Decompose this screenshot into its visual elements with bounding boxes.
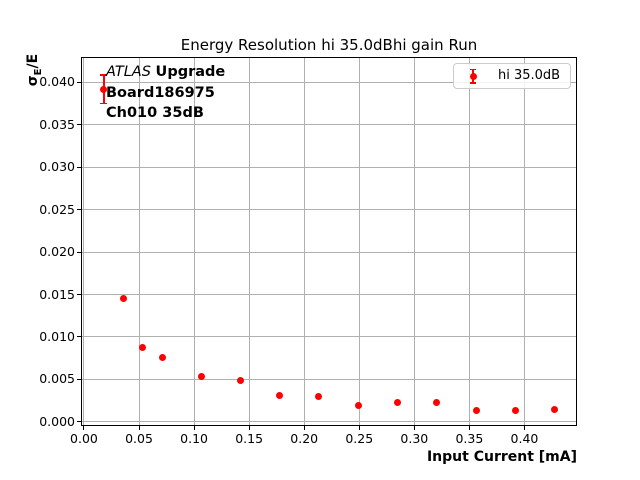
annotation-channel: Ch010 35dB <box>106 105 204 121</box>
annotation-experiment-name: ATLAS <box>106 64 151 80</box>
data-point <box>354 402 362 410</box>
y-gridline <box>81 124 577 126</box>
y-tick-mark <box>77 378 81 380</box>
data-point <box>198 373 206 381</box>
data-point <box>158 353 166 361</box>
y-tick-label: 0.025 <box>39 201 75 217</box>
x-tick-label: 0.20 <box>290 431 319 446</box>
x-gridline <box>523 57 525 426</box>
x-tick-mark <box>523 426 525 430</box>
annotation-board: Board186975 <box>106 84 215 101</box>
x-tick-mark <box>193 426 195 430</box>
data-point <box>315 392 323 400</box>
annotation-line-experiment: ATLAS Upgrade <box>106 62 225 83</box>
x-gridline <box>413 57 415 426</box>
x-tick-mark <box>358 426 360 430</box>
y-gridline <box>81 81 577 83</box>
y-tick-label: 0.000 <box>39 413 75 429</box>
data-point <box>138 343 146 351</box>
y-tick-mark <box>77 166 81 168</box>
x-tick-mark <box>303 426 305 430</box>
x-axis-label: Input Current [mA] <box>426 449 577 465</box>
y-tick-label: 0.040 <box>39 74 75 90</box>
y-gridline <box>81 421 577 423</box>
y-tick-label: 0.010 <box>39 328 75 344</box>
error-bar-cap-top <box>100 74 108 76</box>
y-gridline <box>81 209 577 211</box>
y-tick-mark <box>77 421 81 423</box>
y-tick-mark <box>77 124 81 126</box>
error-bar-cap-bottom <box>100 102 108 105</box>
y-gridline <box>81 294 577 296</box>
y-tick-label: 0.030 <box>39 159 75 175</box>
x-tick-label: 0.05 <box>125 431 153 446</box>
x-gridline <box>138 57 140 426</box>
data-point <box>100 85 108 93</box>
data-point <box>236 376 244 384</box>
legend-errorbar-cap-bottom <box>470 82 476 84</box>
y-gridline <box>81 336 577 338</box>
annotation-experiment-upgrade: Upgrade <box>155 64 226 80</box>
x-tick-mark <box>248 426 250 430</box>
y-tick-mark <box>77 294 81 296</box>
data-point <box>550 406 558 414</box>
x-gridline <box>248 57 250 426</box>
data-point <box>276 391 284 399</box>
x-gridline <box>303 57 305 426</box>
y-gridline <box>81 378 577 380</box>
chart-title: Energy Resolution hi 35.0dBhi gain Run <box>180 36 478 54</box>
legend-errorbar-cap-top <box>470 68 476 70</box>
y-tick-mark <box>77 336 81 338</box>
y-tick-mark <box>77 251 81 253</box>
x-tick-label: 0.25 <box>345 431 374 446</box>
legend-marker-dot-icon <box>469 72 477 80</box>
legend-errorbar-marker-icon <box>454 64 494 88</box>
annotation-block: ATLAS Upgrade Board186975 Ch010 35dB <box>106 62 225 124</box>
x-tick-mark <box>138 426 140 430</box>
x-tick-label: 0.10 <box>180 431 209 446</box>
legend-box: hi 35.0dB <box>453 63 571 89</box>
x-tick-label: 0.40 <box>510 431 539 446</box>
y-tick-label: 0.020 <box>39 244 75 260</box>
x-gridline <box>83 57 85 426</box>
data-point <box>394 398 402 406</box>
x-tick-label: 0.00 <box>70 431 98 446</box>
legend-entry-label: hi 35.0dB <box>498 68 561 83</box>
y-tick-mark <box>77 209 81 211</box>
y-tick-label: 0.035 <box>39 116 75 132</box>
y-gridline <box>81 166 577 168</box>
x-tick-mark <box>83 426 85 430</box>
x-gridline <box>193 57 195 426</box>
x-gridline <box>468 57 470 426</box>
x-gridline <box>358 57 360 426</box>
x-tick-mark <box>468 426 470 430</box>
data-point <box>120 295 128 303</box>
data-point <box>472 407 480 415</box>
x-tick-label: 0.35 <box>455 431 484 446</box>
x-tick-label: 0.30 <box>400 431 429 446</box>
x-tick-mark <box>413 426 415 430</box>
data-point <box>512 407 520 415</box>
plot-area <box>81 57 577 426</box>
data-point <box>432 398 440 406</box>
y-tick-label: 0.005 <box>39 371 75 387</box>
y-tick-label: 0.015 <box>39 286 75 302</box>
y-gridline <box>81 251 577 253</box>
x-tick-label: 0.15 <box>235 431 264 446</box>
y-tick-mark <box>77 81 81 83</box>
